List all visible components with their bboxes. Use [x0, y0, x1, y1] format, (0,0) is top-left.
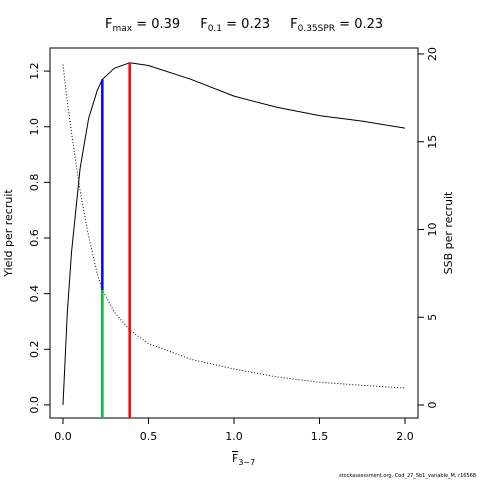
- chart-title: F0.35SPR = 0.23: [290, 17, 383, 34]
- y-tick-label: 0.2: [28, 341, 41, 359]
- chart-title: Fmax = 0.39: [105, 17, 180, 34]
- x-tick-label: 0.5: [140, 430, 158, 443]
- series-line: [62, 64, 406, 389]
- title-symbol: F: [200, 17, 207, 32]
- x-tick-label: 0.0: [54, 430, 72, 443]
- y-tick-label: 1.2: [28, 62, 41, 80]
- title-subscript: max: [112, 24, 132, 34]
- y-tick-label: 1.0: [28, 118, 41, 136]
- y-tick-label: 0.6: [28, 229, 41, 247]
- y-tick-label: 0.8: [28, 174, 41, 192]
- x-tick-label: 1.5: [311, 430, 329, 443]
- y2-tick-label: 10: [426, 222, 439, 236]
- y2-tick-label: 15: [426, 135, 439, 149]
- y2-axis-label: SSB per recruit: [442, 191, 455, 274]
- chart-title: F0.1 = 0.23: [200, 17, 270, 34]
- x-label-symbol: F: [232, 452, 238, 465]
- y-axis-label: Yield per recruit: [2, 189, 15, 278]
- y-tick-label: 0.0: [28, 396, 41, 414]
- title-symbol: F: [105, 17, 112, 32]
- footnote: stockassessment.org, Cod_27_5b1_variable…: [339, 473, 476, 479]
- title-subscript: 0.1: [208, 24, 222, 34]
- y2-tick-label: 20: [426, 47, 439, 61]
- x-axis-label: F3−7: [232, 452, 255, 467]
- x-tick-label: 2.0: [396, 430, 414, 443]
- title-value: = 0.23: [222, 17, 270, 32]
- title-subscript: 0.35SPR: [298, 24, 335, 34]
- plot-frame: [49, 47, 419, 419]
- y-tick-label: 0.4: [28, 285, 41, 303]
- x-tick-label: 1.0: [225, 430, 243, 443]
- title-value: = 0.39: [132, 17, 180, 32]
- x-label-subscript: 3−7: [238, 458, 255, 467]
- y2-tick-label: 0: [426, 402, 439, 409]
- title-value: = 0.23: [335, 17, 383, 32]
- y2-tick-label: 5: [426, 314, 439, 321]
- title-symbol: F: [290, 17, 297, 32]
- series-line: [62, 62, 406, 405]
